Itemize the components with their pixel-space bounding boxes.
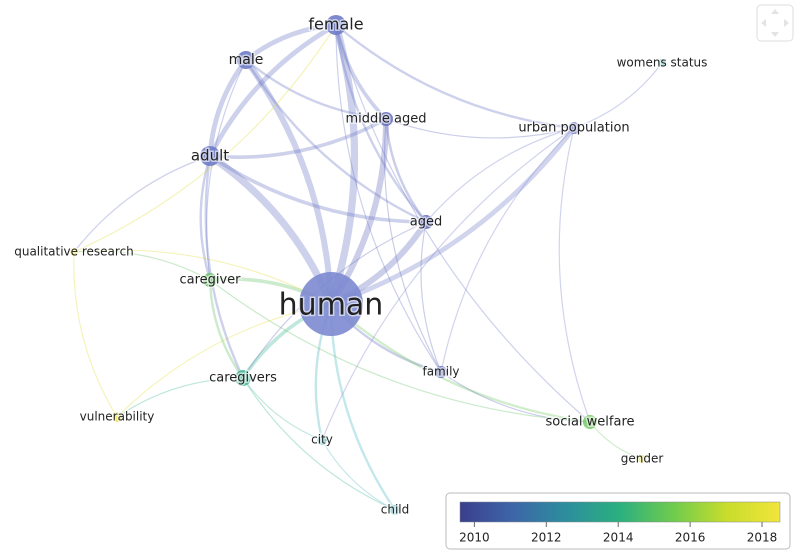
node-label: middle aged (346, 112, 427, 127)
edge (440, 127, 575, 373)
edge (334, 24, 388, 121)
node (70, 248, 78, 256)
edge (209, 279, 591, 423)
node (299, 272, 363, 336)
edge (116, 377, 244, 418)
edge (243, 58, 334, 305)
nav-arrows[interactable] (761, 9, 789, 37)
edge (330, 303, 591, 424)
edge (207, 22, 338, 158)
node (583, 415, 597, 429)
nav-box[interactable] (756, 4, 794, 42)
node-label: gender (621, 452, 664, 466)
node-label: social welfare (545, 415, 634, 430)
node-label: vulnerability (80, 410, 155, 424)
color-legend: 2010 2012 2014 2016 2018 (445, 492, 791, 550)
node-label: caregiver (179, 273, 241, 288)
node-label: caregivers (209, 371, 277, 386)
edge (327, 24, 359, 306)
edge (208, 279, 244, 379)
edge (73, 251, 118, 418)
node (419, 215, 433, 229)
node (658, 59, 666, 67)
edge (384, 118, 427, 223)
edge (244, 22, 337, 62)
node-label: child (381, 503, 410, 517)
node-label: adult (191, 147, 229, 165)
edge (573, 62, 663, 129)
edge (420, 221, 442, 373)
node-label: qualitative research (14, 245, 134, 259)
node-label: family (422, 365, 459, 379)
tick-label: 2010 (459, 531, 490, 545)
edge (558, 127, 591, 423)
edge (335, 24, 575, 130)
edge (335, 24, 591, 423)
node (200, 146, 220, 166)
edge (334, 24, 427, 223)
node (568, 122, 580, 134)
tick-label: 2016 (675, 531, 706, 545)
nodes: female male middle aged womens status urban … (13, 13, 709, 518)
node (379, 112, 393, 126)
node-label: womens status (617, 56, 708, 70)
node (326, 15, 346, 35)
node-label: male (229, 52, 264, 68)
edge (383, 118, 442, 373)
edge (209, 154, 427, 224)
edge (199, 155, 212, 281)
node-label: urban population (518, 121, 629, 136)
node-label: city (311, 433, 333, 447)
node-label: human (279, 288, 384, 323)
tick-label: 2018 (747, 531, 778, 545)
edge (73, 250, 211, 281)
edges (73, 22, 663, 511)
node-label: aged (410, 215, 442, 230)
node-label: female (308, 15, 363, 34)
edge (244, 59, 427, 224)
edge (385, 118, 575, 139)
edge (207, 58, 248, 157)
edge (73, 249, 332, 305)
node (235, 370, 251, 386)
edge (330, 126, 576, 307)
color-scale (459, 501, 781, 523)
edge (242, 377, 396, 511)
edge (335, 24, 442, 373)
node (112, 412, 122, 422)
node (435, 366, 447, 378)
edge (242, 377, 323, 441)
edge (425, 127, 575, 223)
navigation-control[interactable] (756, 4, 794, 42)
edge (73, 24, 337, 253)
edge (73, 155, 211, 253)
edge (209, 117, 387, 159)
node (317, 435, 327, 445)
edge (204, 155, 245, 379)
node (237, 51, 255, 69)
tick-label: 2012 (531, 531, 562, 545)
edge (440, 371, 591, 423)
edge (245, 59, 387, 121)
tick-label: 2014 (603, 531, 634, 545)
node (203, 273, 217, 287)
node (638, 455, 646, 463)
edge (206, 59, 247, 281)
node (390, 505, 400, 515)
edge (321, 439, 396, 511)
edge (321, 127, 575, 441)
